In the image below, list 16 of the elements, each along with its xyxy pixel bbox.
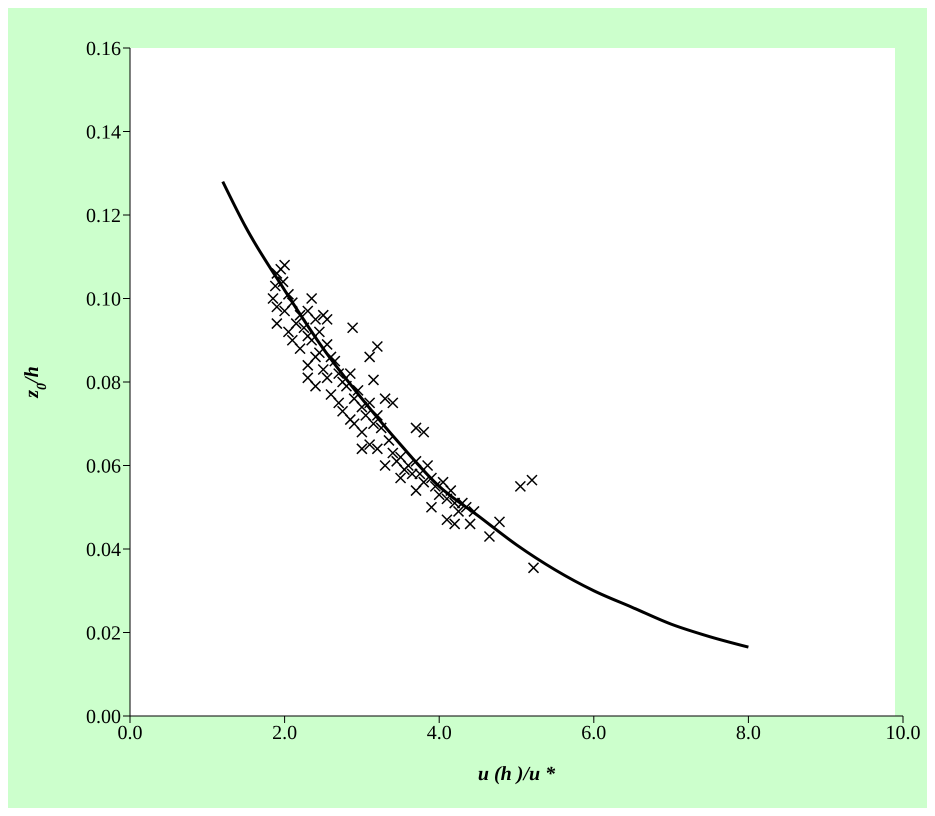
y-tick-label: 0.16 (86, 38, 121, 60)
y-tick-label: 0.14 (86, 122, 121, 144)
y-tick-label: 0.08 (86, 372, 121, 394)
x-tick-label: 0.0 (118, 722, 142, 744)
y-tick-label: 0.04 (86, 539, 121, 562)
x-axis-title: u (h )/u * (478, 763, 556, 785)
x-tick-label: 2.0 (272, 722, 298, 744)
y-tick-label: 0.12 (86, 205, 121, 228)
y-tick-label: 0.10 (86, 288, 121, 311)
y-tick-label: 0.02 (86, 622, 121, 645)
x-tick-label: 10.0 (886, 722, 920, 744)
x-tick-label: 6.0 (581, 722, 606, 744)
y-tick-label: 0.06 (86, 456, 121, 478)
x-tick-label: 8.0 (736, 722, 761, 744)
x-tick-label: 4.0 (426, 722, 452, 744)
line-series (221, 180, 750, 649)
